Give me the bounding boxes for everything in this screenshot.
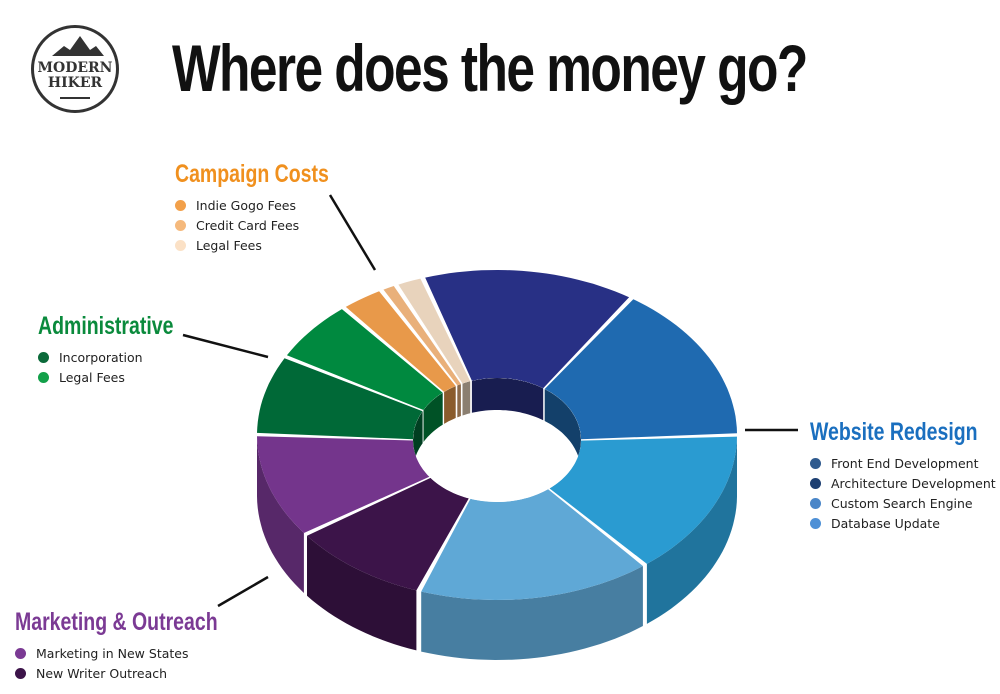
- legend-title: Campaign Costs: [175, 160, 329, 188]
- legend-dot: [38, 371, 49, 383]
- legend-title: Marketing & Outreach: [15, 608, 218, 636]
- legend-campaign-costs: Campaign Costs Indie Gogo Fees Credit Ca…: [175, 160, 372, 255]
- slice-inner-wall: [471, 378, 544, 421]
- leader-line-administrative: [182, 333, 269, 359]
- legend-label: Database Update: [831, 515, 940, 531]
- legend-dot: [810, 517, 821, 529]
- legend-label: Marketing in New States: [36, 645, 189, 661]
- leader-line-marketing: [217, 575, 269, 608]
- legend-dot: [15, 667, 26, 679]
- legend-dot: [38, 351, 49, 363]
- legend-label: Indie Gogo Fees: [196, 197, 296, 213]
- legend-item: New Writer Outreach: [15, 663, 275, 683]
- legend-dot: [810, 457, 821, 469]
- slice-legal-fees: [286, 309, 443, 410]
- logo-text-line2: HIKER: [47, 75, 103, 91]
- slice-inner-wall: [444, 386, 456, 424]
- logo-text-line1: MODERN: [37, 60, 113, 76]
- mountain-icon: [52, 36, 104, 99]
- slice-side: [307, 535, 417, 651]
- legend-dot: [175, 239, 186, 251]
- slice-new-writer-outreach: [307, 477, 469, 591]
- legend-marketing-outreach: Marketing & Outreach Marketing in New St…: [15, 608, 275, 683]
- slice-inner-wall: [423, 392, 443, 442]
- legend-item: Credit Card Fees: [175, 215, 372, 235]
- legend-item: Legal Fees: [175, 235, 372, 255]
- leader-lines: [182, 194, 798, 608]
- legend-label: Custom Search Engine: [831, 495, 973, 511]
- legend-label: Credit Card Fees: [196, 217, 300, 233]
- slice-marketing-in-new-states: [257, 436, 430, 533]
- legend-dot: [15, 647, 26, 659]
- slice-inner-wall: [544, 389, 581, 472]
- legend-label: Incorporation: [59, 349, 143, 365]
- legend-item: Legal Fees: [38, 367, 212, 387]
- page-title: Where does the money go?: [172, 31, 808, 105]
- slice-front-end-development: [425, 270, 630, 389]
- slice-custom-search-engine: [549, 436, 737, 564]
- modern-hiker-logo: MODERN HIKER: [31, 25, 119, 113]
- slice-side: [421, 566, 643, 660]
- legend-website-redesign: Website Redesign Front End Development A…: [810, 418, 1000, 533]
- legend-title: Website Redesign: [810, 418, 978, 446]
- legend-item: Database Update: [810, 513, 1000, 533]
- slice-database-update: [421, 489, 643, 600]
- slice-legal-fees: [398, 278, 471, 384]
- legend-label: Legal Fees: [196, 237, 262, 253]
- legend-item: Custom Search Engine: [810, 493, 1000, 513]
- slice-inner-wall: [462, 381, 471, 416]
- legend-item: Architecture Development: [810, 473, 1000, 493]
- legend-label: New Writer Outreach: [36, 665, 168, 681]
- slice-credit-card-fees: [383, 286, 461, 386]
- legend-item: Front End Development: [810, 453, 1000, 473]
- legend-dot: [810, 497, 821, 509]
- slice-inner-wall: [457, 384, 461, 418]
- slice-side: [257, 436, 304, 593]
- slice-architecture-development: [544, 299, 737, 440]
- legend-dot: [175, 219, 186, 231]
- slice-incorporation: [257, 358, 423, 440]
- legend-label: Front End Development: [831, 455, 979, 471]
- legend-dot: [175, 199, 186, 211]
- legend-title: Administrative: [38, 312, 174, 340]
- legend-label: Architecture Development: [831, 475, 996, 491]
- slice-side: [646, 436, 737, 624]
- legend-administrative: Administrative Incorporation Legal Fees: [38, 312, 212, 387]
- legend-item: Incorporation: [38, 347, 212, 367]
- legend-dot: [810, 477, 821, 489]
- slice-indie-gogo-fees: [345, 291, 456, 392]
- leader-line-campaign: [328, 194, 377, 271]
- legend-item: Marketing in New States: [15, 643, 275, 663]
- legend-item: Indie Gogo Fees: [175, 195, 372, 215]
- legend-label: Legal Fees: [59, 369, 125, 385]
